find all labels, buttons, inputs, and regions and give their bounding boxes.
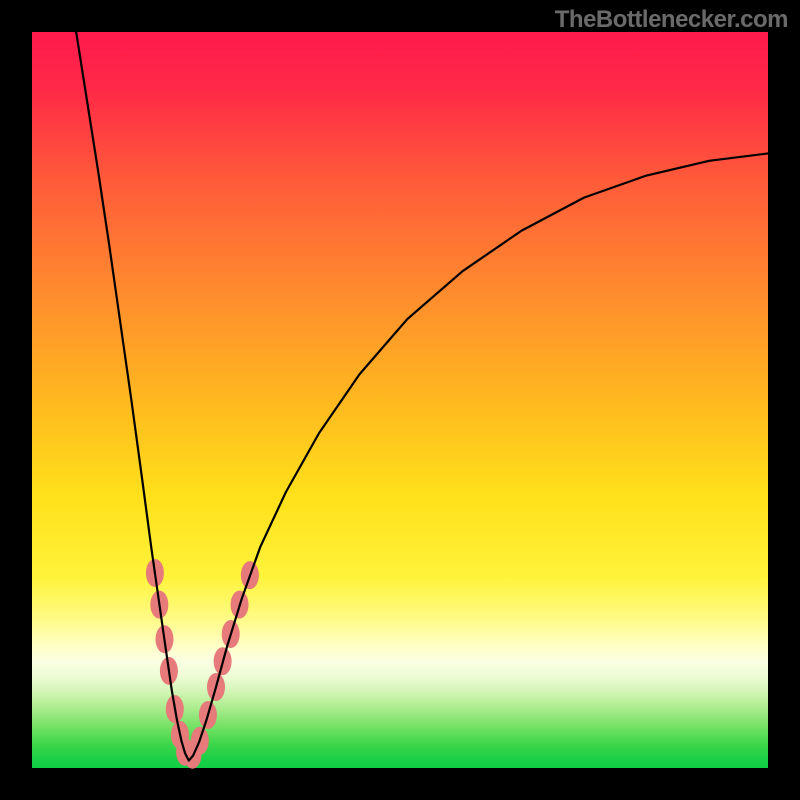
- chart-overlay: [0, 0, 800, 800]
- watermark-text: TheBottlenecker.com: [555, 6, 788, 34]
- data-dots: [146, 559, 259, 769]
- chart-container: TheBottlenecker.com: [0, 0, 800, 800]
- bottleneck-curve: [76, 32, 768, 761]
